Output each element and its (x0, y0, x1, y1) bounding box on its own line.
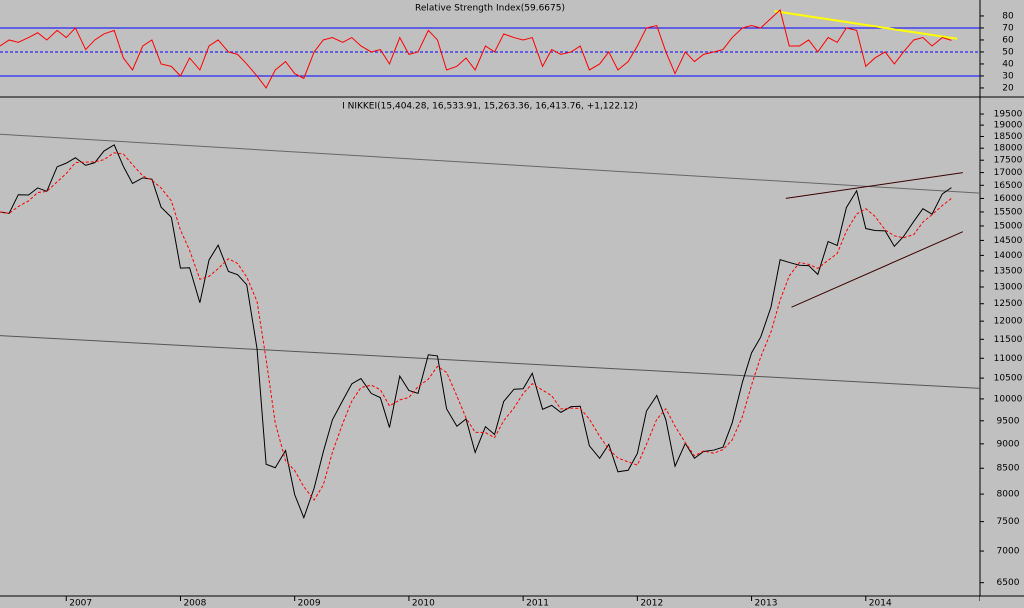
y-tick-label: 70 (1002, 23, 1014, 33)
y-tick-label: 16000 (994, 194, 1023, 204)
x-tick-label: 2013 (755, 599, 778, 608)
y-tick-label: 17000 (994, 168, 1023, 178)
y-tick-label: 6500 (997, 578, 1020, 588)
plot-area: 200720082009201020112012201320142015 (0, 9, 980, 608)
y-tick-label: 7500 (997, 517, 1020, 527)
y-tick-label: 18500 (994, 132, 1023, 142)
y-tick-label: 18000 (994, 144, 1023, 154)
x-tick-label: 2009 (298, 599, 321, 608)
y-tick-label: 50 (1002, 47, 1014, 57)
y-tick-label: 9500 (997, 416, 1020, 426)
trend-line (791, 231, 964, 308)
y-tick-label: 14500 (994, 236, 1023, 246)
trend-line (785, 172, 963, 199)
trend-line (0, 335, 980, 389)
x-tick-label: 2008 (183, 599, 206, 608)
main-title: I NIKKEI(15,404.28, 16,533.91, 15,263.36… (342, 102, 638, 112)
x-tick-label: 2014 (869, 599, 892, 608)
y-tick-label: 8500 (997, 464, 1020, 474)
y-tick-label: 12500 (994, 299, 1023, 309)
y-tick-label: 14000 (994, 251, 1023, 261)
y-tick-label: 17500 (994, 156, 1023, 166)
y-tick-label: 15000 (994, 221, 1023, 231)
y-tick-label: 8000 (997, 490, 1020, 500)
y-tick-label: 19000 (994, 121, 1023, 131)
y-tick-label: 40 (1002, 59, 1014, 69)
y-tick-label: 80 (1002, 11, 1014, 21)
series-line (0, 9, 952, 89)
y-tick-label: 10500 (994, 374, 1023, 384)
series-line (0, 144, 952, 520)
y-tick-label: 60 (1002, 35, 1014, 45)
y-tick-label: 13500 (994, 266, 1023, 276)
y-tick-label: 12000 (994, 317, 1023, 327)
y-tick-label: 20 (1002, 83, 1014, 93)
x-tick-label: 2012 (640, 599, 663, 608)
trend-line (0, 133, 980, 194)
x-tick-label: 2011 (526, 599, 549, 608)
x-tick-label: 2007 (69, 599, 92, 608)
y-tick-label: 7000 (997, 547, 1020, 557)
y-tick-label: 13000 (994, 282, 1023, 292)
rsi-title: Relative Strength Index(59.6675) (415, 4, 565, 14)
y-tick-label: 30 (1002, 71, 1014, 81)
y-tick-label: 11000 (994, 354, 1023, 364)
y-tick-label: 15500 (994, 207, 1023, 217)
series-line (0, 152, 952, 501)
y-tick-label: 9000 (997, 439, 1020, 449)
trend-line (774, 10, 958, 40)
y-tick-label: 19500 (994, 110, 1023, 120)
y-tick-label: 10000 (994, 394, 1023, 404)
y-tick-label: 11500 (994, 335, 1023, 345)
x-tick-label: 2010 (412, 599, 435, 608)
y-tick-label: 16500 (994, 181, 1023, 191)
